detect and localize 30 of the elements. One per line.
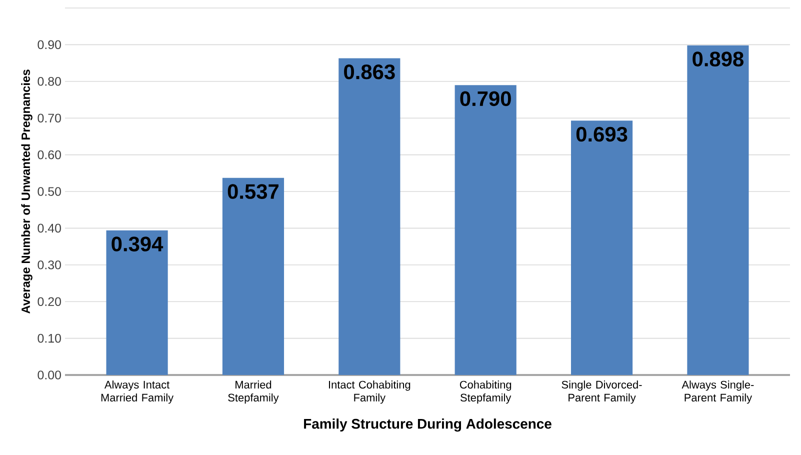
y-tick-label: 0.90 xyxy=(38,40,61,50)
x-tick-label: Single Divorced-Parent Family xyxy=(562,380,642,404)
y-tick-label: 0.70 xyxy=(38,114,61,123)
y-tick-label: 0.50 xyxy=(38,187,61,196)
data-label: 0.537 xyxy=(228,184,278,199)
x-axis-title: Family Structure During Adolescence xyxy=(304,418,552,432)
y-tick-label: 0.80 xyxy=(38,76,61,86)
bar xyxy=(687,45,749,375)
y-tick-label: 0.30 xyxy=(38,260,61,270)
y-tick-label: 0.00 xyxy=(38,370,61,380)
y-tick-label: 0.40 xyxy=(38,224,61,233)
data-label: 0.863 xyxy=(344,64,395,80)
x-tick-label: Intact Cohabiting Family xyxy=(329,380,410,404)
bar xyxy=(222,178,284,375)
x-tick-label: Always Single-Parent Family xyxy=(682,380,754,404)
y-axis-title: Average Number of Unwanted Pregnancies xyxy=(21,70,32,314)
bar xyxy=(570,120,633,375)
x-tick-label: Cohabiting Stepfamily xyxy=(460,380,512,404)
data-label: 0.394 xyxy=(112,236,164,252)
bar xyxy=(338,58,400,375)
data-label: 0.693 xyxy=(576,126,628,142)
x-tick-label: Married Stepfamily xyxy=(228,380,279,404)
bar xyxy=(454,85,516,375)
y-tick-label: 0.60 xyxy=(38,150,61,160)
bar xyxy=(106,230,168,375)
data-label: 0.790 xyxy=(460,91,511,106)
x-tick-label: Always Intact Married Family xyxy=(101,380,174,404)
y-tick-label: 0.20 xyxy=(38,297,61,306)
data-label: 0.898 xyxy=(692,52,744,66)
y-tick-label: 0.10 xyxy=(38,334,61,343)
